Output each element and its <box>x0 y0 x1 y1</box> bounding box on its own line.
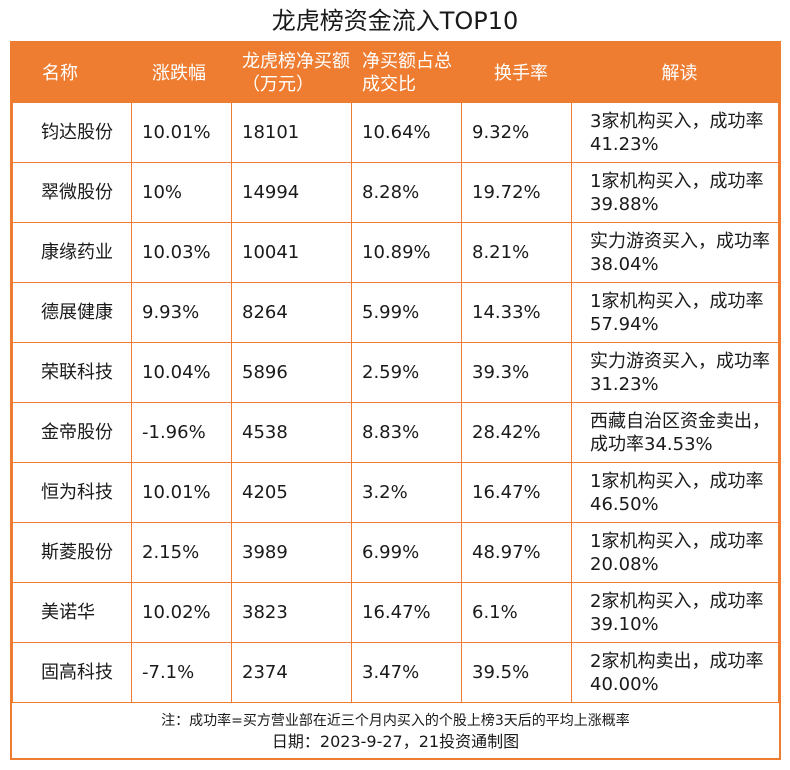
header-comment: 解读 <box>661 62 698 84</box>
cell-net-buy: 4205 <box>232 463 352 523</box>
cell-comment: 实力游资买入，成功率38.04% <box>572 223 779 283</box>
cell-net-buy: 5896 <box>232 343 352 403</box>
cell-comment: 1家机构买入，成功率20.08% <box>572 523 779 583</box>
cell-name: 德展健康 <box>12 283 132 343</box>
cell-name: 斯菱股份 <box>12 523 132 583</box>
cell-name: 钧达股份 <box>12 103 132 163</box>
cell-ratio: 5.99% <box>352 283 462 343</box>
cell-net-buy: 4538 <box>232 403 352 463</box>
cell-comment: 1家机构买入，成功率57.94% <box>572 283 779 343</box>
page-title: 龙虎榜资金流入TOP10 <box>271 7 519 35</box>
cell-change: 10.01% <box>132 463 232 523</box>
cell-name: 康缘药业 <box>12 223 132 283</box>
cell-change: 10.02% <box>132 583 232 643</box>
cell-net-buy: 18101 <box>232 103 352 163</box>
cell-comment: 西藏自治区资金卖出，成功率34.53% <box>572 403 779 463</box>
cell-ratio: 3.2% <box>352 463 462 523</box>
cell-net-buy: 8264 <box>232 283 352 343</box>
cell-name: 恒为科技 <box>12 463 132 523</box>
cell-name: 金帝股份 <box>12 403 132 463</box>
cell-comment: 1家机构买入，成功率46.50% <box>572 463 779 523</box>
table-frame: 名称 涨跌幅 龙虎榜净买额（万元） 净买额占总成交比 换手率 解读 钧达股份 10… <box>10 41 781 760</box>
cell-name: 翠微股份 <box>12 163 132 223</box>
table-row: 荣联科技 10.04% 5896 2.59% 39.3% 实力游资买入，成功率31.23% <box>12 343 779 403</box>
cell-turnover: 48.97% <box>462 523 572 583</box>
cell-comment: 实力游资买入，成功率31.23% <box>572 343 779 403</box>
cell-turnover: 6.1% <box>462 583 572 643</box>
table-row: 钧达股份 10.01% 18101 10.64% 9.32% 3家机构买入，成功率41.2… <box>12 103 779 163</box>
cell-ratio: 8.28% <box>352 163 462 223</box>
cell-change: 10.03% <box>132 223 232 283</box>
table-row: 斯菱股份 2.15% 3989 6.99% 48.97% 1家机构买入，成功率20.08% <box>12 523 779 583</box>
cell-comment: 2家机构买入，成功率39.10% <box>572 583 779 643</box>
cell-change: -7.1% <box>132 643 232 703</box>
cell-ratio: 2.59% <box>352 343 462 403</box>
table-row: 恒为科技 10.01% 4205 3.2% 16.47% 1家机构买入，成功率46.50% <box>12 463 779 523</box>
cell-ratio: 16.47% <box>352 583 462 643</box>
cell-change: 9.93% <box>132 283 232 343</box>
table-row: 固高科技 -7.1% 2374 3.47% 39.5% 2家机构卖出，成功率40.00% <box>12 643 779 703</box>
table-body: 钧达股份 10.01% 18101 10.64% 9.32% 3家机构买入，成功率41.2… <box>12 103 779 703</box>
cell-turnover: 28.42% <box>462 403 572 463</box>
cell-ratio: 10.89% <box>352 223 462 283</box>
cell-net-buy: 10041 <box>232 223 352 283</box>
cell-turnover: 16.47% <box>462 463 572 523</box>
cell-change: 2.15% <box>132 523 232 583</box>
table-row: 美诺华 10.02% 3823 16.47% 6.1% 2家机构买入，成功率39.10% <box>12 583 779 643</box>
cell-turnover: 8.21% <box>462 223 572 283</box>
cell-change: 10.04% <box>132 343 232 403</box>
cell-ratio: 10.64% <box>352 103 462 163</box>
cell-name: 美诺华 <box>12 583 132 643</box>
cell-change: -1.96% <box>132 403 232 463</box>
cell-net-buy: 14994 <box>232 163 352 223</box>
table-row: 翠微股份 10% 14994 8.28% 19.72% 1家机构买入，成功率39.88% <box>12 163 779 223</box>
table-footer: 注：成功率=买方营业部在近三个月内买入的个股上榜3天后的平均上涨概率 日期：20… <box>12 703 779 758</box>
cell-change: 10% <box>132 163 232 223</box>
table-row: 康缘药业 10.03% 10041 10.89% 8.21% 实力游资买入，成功率38.0… <box>12 223 779 283</box>
cell-comment: 2家机构卖出，成功率40.00% <box>572 643 779 703</box>
cell-comment: 1家机构买入，成功率39.88% <box>572 163 779 223</box>
cell-name: 固高科技 <box>12 643 132 703</box>
cell-turnover: 19.72% <box>462 163 572 223</box>
date-credit: 日期：2023-9-27，21投资通制图 <box>271 732 520 751</box>
cell-net-buy: 3989 <box>232 523 352 583</box>
header-ratio: 净买额占总成交比 <box>362 51 452 95</box>
cell-ratio: 3.47% <box>352 643 462 703</box>
header-name: 名称 <box>42 62 78 84</box>
cell-ratio: 8.83% <box>352 403 462 463</box>
cell-turnover: 14.33% <box>462 283 572 343</box>
table-row: 德展健康 9.93% 8264 5.99% 14.33% 1家机构买入，成功率57.94% <box>12 283 779 343</box>
cell-ratio: 6.99% <box>352 523 462 583</box>
header-change: 涨跌幅 <box>152 62 206 84</box>
table-header: 名称 涨跌幅 龙虎榜净买额（万元） 净买额占总成交比 换手率 解读 <box>12 43 779 103</box>
footnote: 注：成功率=买方营业部在近三个月内买入的个股上榜3天后的平均上涨概率 <box>161 713 630 729</box>
table-row: 金帝股份 -1.96% 4538 8.83% 28.42% 西藏自治区资金卖出，成功率34… <box>12 403 779 463</box>
cell-comment: 3家机构买入，成功率41.23% <box>572 103 779 163</box>
cell-net-buy: 2374 <box>232 643 352 703</box>
header-net-buy: 龙虎榜净买额（万元） <box>242 51 350 95</box>
cell-turnover: 39.3% <box>462 343 572 403</box>
cell-turnover: 39.5% <box>462 643 572 703</box>
cell-net-buy: 3823 <box>232 583 352 643</box>
cell-change: 10.01% <box>132 103 232 163</box>
cell-name: 荣联科技 <box>12 343 132 403</box>
cell-turnover: 9.32% <box>462 103 572 163</box>
header-turnover: 换手率 <box>494 62 548 84</box>
